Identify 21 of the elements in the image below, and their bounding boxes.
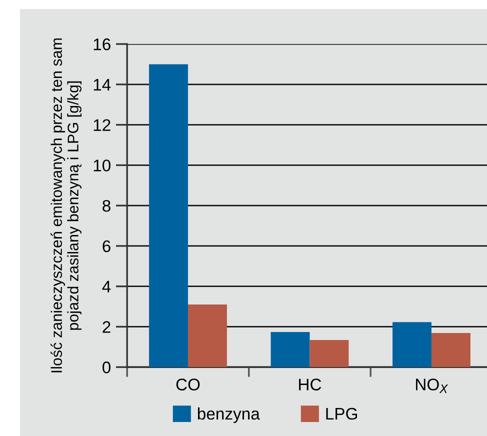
x-tick-label: HC — [299, 378, 322, 390]
y-tick-label: 10 — [94, 160, 110, 172]
x-tick-label: CO — [176, 378, 200, 390]
bar — [392, 322, 432, 368]
bar — [310, 340, 349, 368]
bar — [431, 332, 470, 368]
legend-label: LPG — [326, 408, 358, 420]
y-tick-label: 0 — [102, 362, 110, 374]
y-tick-label: 8 — [102, 200, 110, 212]
y-tick-label: 14 — [94, 78, 111, 90]
y-tick-label: 6 — [102, 240, 110, 252]
legend-label: benzyna — [198, 407, 260, 423]
y-tick-label: 2 — [102, 321, 110, 333]
bar — [188, 304, 227, 368]
bar — [270, 332, 310, 368]
x-tick-label: NO$_{X}$ — [416, 378, 448, 394]
y-axis-title: Ilość zanieczyszczeń emitowanych przez ten sam pojazd zasilany benzyną i LPG [g/kg] — [50, 38, 82, 372]
y-tick-label: 4 — [102, 280, 111, 292]
y-tick-label: 16 — [94, 38, 110, 50]
y-tick-label: 12 — [94, 119, 110, 131]
bar — [149, 64, 188, 368]
